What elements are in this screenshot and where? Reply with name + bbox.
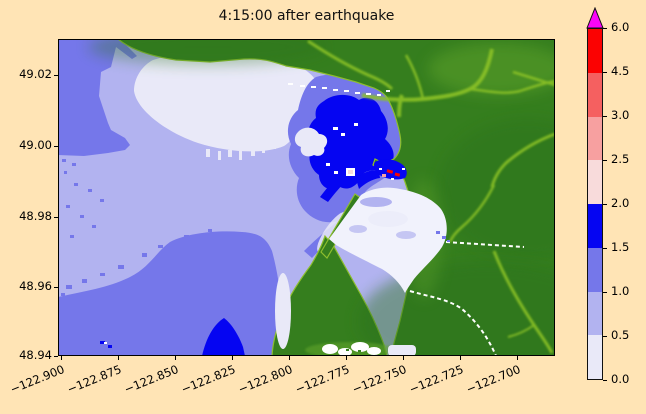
pale-islet bbox=[294, 127, 328, 157]
colorbar-segment-3.0-4.5 bbox=[588, 72, 602, 117]
river-streaks bbox=[307, 39, 555, 354]
colorbar-tick-mark bbox=[603, 27, 607, 29]
x-tick-label: −122.875 bbox=[64, 362, 124, 397]
speckles-southwest bbox=[61, 229, 212, 296]
colorbar-tick-label: 1.0 bbox=[611, 284, 630, 298]
colorbar-tick-mark bbox=[603, 247, 607, 249]
wetland-bottom bbox=[305, 342, 416, 356]
colorbar-tick-label: 0.5 bbox=[611, 328, 630, 342]
y-tick-label: 49.02 bbox=[19, 67, 52, 81]
x-tick-mark bbox=[345, 356, 347, 360]
map-plot bbox=[58, 39, 555, 356]
y-tick-mark bbox=[54, 74, 58, 76]
x-tick-label: −122.750 bbox=[349, 362, 409, 397]
y-tick-label: 48.94 bbox=[19, 348, 52, 362]
y-tick-mark bbox=[54, 355, 58, 357]
x-tick-label: −122.900 bbox=[7, 362, 67, 397]
region-northwest-wedge bbox=[58, 39, 137, 156]
beach-dashes bbox=[288, 83, 390, 96]
x-tick-mark bbox=[288, 356, 290, 360]
x-tick-mark bbox=[60, 356, 62, 360]
colorbar-tick-label: 3.0 bbox=[611, 108, 630, 122]
south-deep-patch bbox=[202, 318, 245, 356]
colorbar-tick-mark bbox=[603, 335, 607, 337]
colorbar-tick-label: 1.5 bbox=[611, 240, 630, 254]
x-tick-mark bbox=[402, 356, 404, 360]
speckles-westedge bbox=[62, 159, 104, 238]
colorbar-segment-2.0-2.5 bbox=[588, 160, 602, 204]
colorbar-tick-mark bbox=[603, 379, 607, 381]
colorbar-tick-mark bbox=[603, 115, 607, 117]
colorbar-tick-mark bbox=[603, 159, 607, 161]
colorbar-tick-label: 2.0 bbox=[611, 196, 630, 210]
x-tick-mark bbox=[117, 356, 119, 360]
region-shallow-bank bbox=[134, 50, 319, 152]
colorbar-segment-0.0-0.5 bbox=[588, 335, 602, 379]
x-tick-mark bbox=[231, 356, 233, 360]
bay-pink-speck bbox=[348, 170, 353, 174]
colorbar-segment-0.5-1.0 bbox=[588, 291, 602, 336]
colorbar-tick-label: 6.0 bbox=[611, 20, 630, 34]
white-rivers bbox=[409, 241, 525, 356]
x-tick-label: −122.725 bbox=[406, 362, 466, 397]
y-tick-mark bbox=[54, 286, 58, 288]
y-tick-mark bbox=[54, 216, 58, 218]
x-tick-label: −122.850 bbox=[121, 362, 181, 397]
lagoon-tints bbox=[349, 197, 416, 239]
creek-mouth-specks bbox=[436, 231, 450, 242]
lagoon bbox=[329, 187, 447, 293]
x-tick-label: −122.700 bbox=[463, 362, 523, 397]
over-arrow-triangle bbox=[586, 7, 604, 29]
x-tick-mark bbox=[174, 356, 176, 360]
southwest-specks bbox=[100, 341, 112, 348]
shallow-bank-fringe bbox=[206, 143, 276, 160]
colorbar-tick-mark bbox=[603, 203, 607, 205]
map-svg bbox=[58, 39, 555, 356]
x-tick-label: −122.800 bbox=[235, 362, 295, 397]
colorbar bbox=[587, 28, 603, 380]
colorbar-segment-1.0-1.5 bbox=[588, 247, 602, 292]
y-tick-mark bbox=[54, 145, 58, 147]
colorbar-tick-mark bbox=[603, 71, 607, 73]
y-tick-label: 48.98 bbox=[19, 209, 52, 223]
colorbar-tick-mark bbox=[603, 291, 607, 293]
colorbar-segment-2.5-3.0 bbox=[588, 116, 602, 161]
colorbar-over-arrow bbox=[586, 7, 604, 29]
colorbar-segment-4.5-6.0 bbox=[588, 29, 602, 73]
colorbar-segment-1.5-2.0 bbox=[588, 204, 602, 248]
x-tick-mark bbox=[459, 356, 461, 360]
x-tick-mark bbox=[516, 356, 518, 360]
x-tick-label: −122.825 bbox=[178, 362, 238, 397]
colorbar-tick-label: 4.5 bbox=[611, 64, 630, 78]
bay-core-arm bbox=[320, 172, 348, 202]
plot-title: 4:15:00 after earthquake bbox=[218, 8, 395, 24]
y-tick-label: 49.00 bbox=[19, 138, 52, 152]
x-tick-label: −122.775 bbox=[292, 362, 352, 397]
y-tick-label: 48.96 bbox=[19, 279, 52, 293]
marina-specks bbox=[379, 168, 405, 180]
pale-strip-west-shore bbox=[275, 273, 291, 349]
colorbar-tick-label: 2.5 bbox=[611, 152, 630, 166]
bay-mouth-channel bbox=[356, 170, 380, 189]
colorbar-tick-label: 0.0 bbox=[611, 372, 630, 386]
